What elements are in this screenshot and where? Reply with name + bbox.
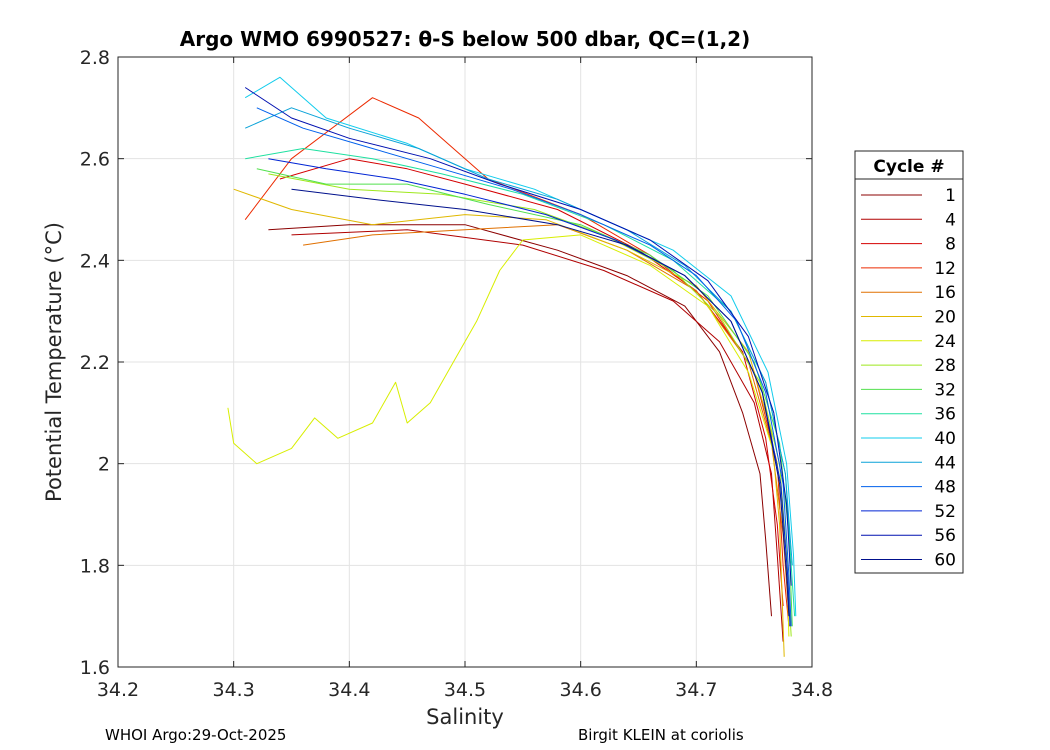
footer-left: WHOI Argo:29-Oct-2025 — [105, 726, 286, 744]
x-tick-label: 34.4 — [328, 679, 370, 701]
y-tick-label: 2.6 — [80, 149, 110, 171]
x-tick-label: 34.5 — [444, 679, 486, 701]
series-line-cycle-16 — [303, 224, 790, 617]
series-line-cycle-4 — [291, 229, 784, 642]
series-line-cycle-60 — [291, 188, 790, 617]
data-series — [227, 76, 797, 657]
x-axis-ticks: 34.2 34.3 34.4 34.5 34.6 34.7 34.8 — [97, 57, 833, 701]
legend-label: 44 — [934, 453, 956, 473]
legend-label: 36 — [934, 405, 956, 425]
legend-label: 16 — [934, 283, 956, 303]
y-tick-label: 2.8 — [80, 47, 110, 69]
x-tick-label: 34.2 — [97, 679, 139, 701]
legend-title: Cycle # — [873, 157, 944, 177]
legend-label: 60 — [934, 551, 956, 571]
legend-label: 52 — [934, 502, 956, 522]
series-line-cycle-1 — [268, 224, 772, 617]
x-tick-label: 34.3 — [213, 679, 255, 701]
chart-title: Argo WMO 6990527: θ-S below 500 dbar, QC… — [180, 27, 750, 51]
legend-label: 4 — [945, 210, 956, 230]
y-axis-ticks: 1.6 1.8 2 2.2 2.4 2.6 2.8 — [80, 47, 812, 679]
legend-label: 48 — [934, 478, 956, 498]
x-tick-label: 34.7 — [675, 679, 717, 701]
series-line-cycle-12 — [244, 97, 790, 627]
legend-label: 28 — [934, 356, 956, 376]
legend-label: 20 — [934, 308, 956, 328]
legend-label: 40 — [934, 429, 956, 449]
legend-label: 1 — [945, 186, 956, 206]
legend-label: 8 — [945, 235, 956, 255]
legend-label: 24 — [934, 332, 956, 352]
y-tick-label: 2.2 — [80, 352, 110, 374]
y-axis-label: Potential Temperature (°C) — [42, 222, 66, 502]
x-tick-label: 34.6 — [560, 679, 602, 701]
legend-label: 12 — [934, 259, 956, 279]
series-line-cycle-20 — [233, 188, 785, 657]
series-line-cycle-48 — [256, 107, 792, 627]
y-tick-label: 1.8 — [80, 555, 110, 577]
x-tick-label: 34.8 — [791, 679, 833, 701]
legend-box — [854, 150, 964, 574]
series-line-cycle-56 — [244, 87, 792, 586]
footer-right: Birgit KLEIN at coriolis — [578, 726, 744, 744]
y-tick-label: 1.6 — [80, 657, 110, 679]
series-line-cycle-24 — [227, 234, 790, 637]
y-tick-label: 2.4 — [80, 250, 110, 272]
legend-label: 32 — [934, 380, 956, 400]
y-tick-label: 2 — [98, 454, 110, 476]
x-axis-label: Salinity — [426, 705, 504, 729]
legend-label: 56 — [934, 526, 956, 546]
